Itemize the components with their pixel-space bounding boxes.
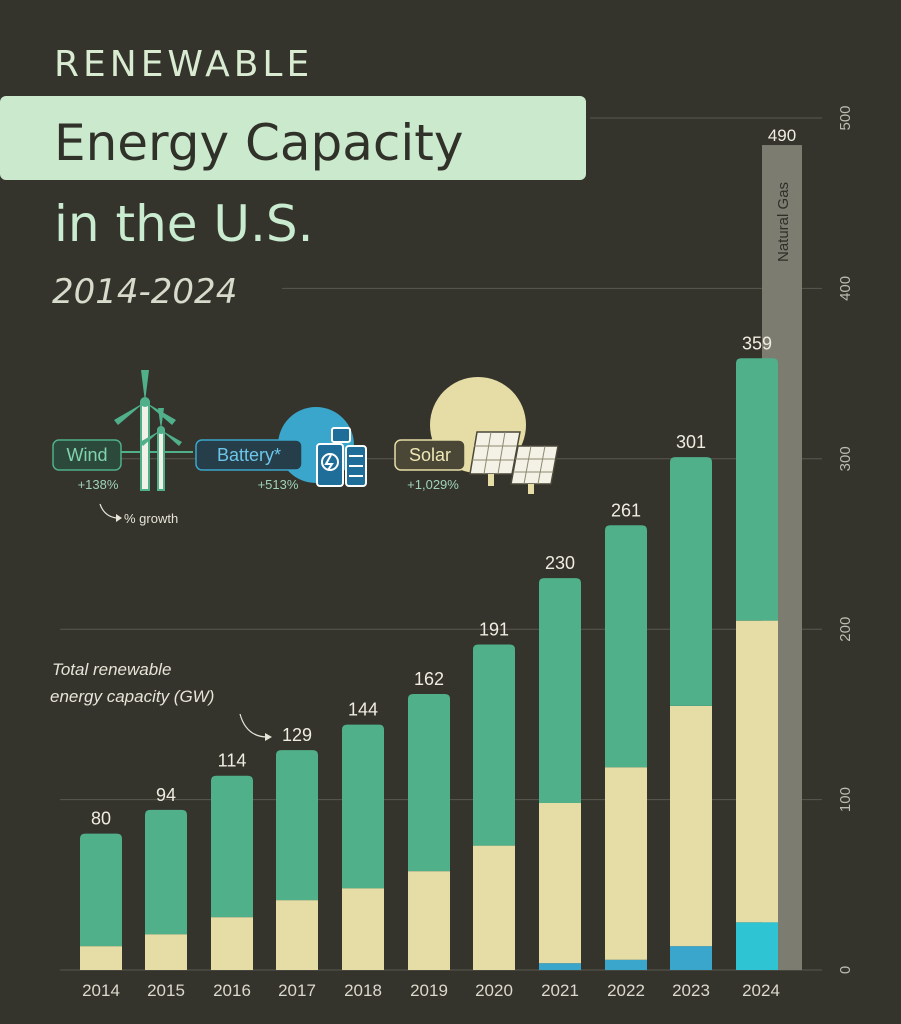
growth-note: % growth	[99, 503, 178, 526]
bar-segment-wind	[670, 457, 712, 706]
bar-2014	[80, 833, 122, 970]
bar-segment-solar	[408, 871, 450, 970]
total-label: 230	[545, 553, 575, 573]
bars	[80, 358, 778, 970]
annotation-line-1: Total renewable	[52, 660, 171, 679]
total-annotation: Total renewable energy capacity (GW)	[50, 660, 272, 741]
header: RENEWABLE Energy Capacity in the U.S. 20…	[0, 44, 586, 312]
x-tick-label: 2020	[475, 981, 513, 1000]
natural-gas-label: Natural Gas	[775, 182, 792, 262]
total-labels: 80 94 114 129 144 162 191 230 261 301 359	[91, 333, 772, 828]
total-label: 162	[414, 669, 444, 689]
legend-wind: Wind +138%	[52, 439, 122, 492]
total-label: 261	[611, 500, 641, 520]
y-tick-label: 400	[837, 276, 854, 301]
y-tick-label: 300	[837, 446, 854, 471]
annotation-arrow-icon	[239, 713, 267, 738]
total-label: 359	[742, 333, 772, 353]
x-tick-label: 2023	[672, 981, 710, 1000]
x-tick-label: 2015	[147, 981, 185, 1000]
bar-segment-solar	[605, 767, 647, 960]
natural-gas-value: 490	[768, 126, 796, 145]
bar-2019	[408, 693, 450, 970]
bar-segment-battery	[736, 922, 778, 970]
legend: Wind +138% Battery* +513% Solar +1,029% …	[52, 370, 559, 526]
bar-segment-battery	[670, 946, 712, 970]
bar-segment-solar	[539, 803, 581, 964]
bar-segment-solar	[211, 917, 253, 970]
x-tick-label: 2022	[607, 981, 645, 1000]
legend-battery-growth: +513%	[258, 477, 299, 492]
bar-segment-wind	[80, 833, 122, 947]
bar-2017	[276, 750, 318, 970]
x-tick-label: 2016	[213, 981, 251, 1000]
natural-gas-value-bg	[752, 123, 812, 146]
bar-segment-solar	[342, 888, 384, 970]
x-tick-label: 2019	[410, 981, 448, 1000]
bar-segment-wind	[145, 809, 187, 935]
bar-segment-solar	[670, 705, 712, 947]
bar-segment-solar	[80, 946, 122, 970]
x-axis-labels: 2014 2015 2016 2017 2018 2019 2020 2021 2022 2023…	[82, 981, 780, 1000]
bar-segment-solar	[473, 845, 515, 970]
x-tick-label: 2021	[541, 981, 579, 1000]
total-label: 80	[91, 809, 111, 829]
total-label: 129	[282, 725, 312, 745]
title-band	[0, 96, 586, 180]
x-tick-label: 2014	[82, 981, 120, 1000]
legend-solar: Solar +1,029%	[394, 439, 466, 492]
bar-segment-solar	[276, 900, 318, 970]
bar-segment-wind	[408, 693, 450, 872]
page-subtitle: in the U.S.	[54, 195, 314, 253]
bar-2023	[670, 457, 712, 970]
bar-segment-wind	[473, 644, 515, 846]
bar-segment-wind	[736, 358, 778, 621]
total-label: 301	[676, 432, 706, 452]
y-axis-ticks: 0 100 200 300 400 500	[837, 105, 854, 974]
y-tick-label: 200	[837, 617, 854, 642]
legend-wind-growth: +138%	[78, 477, 119, 492]
bar-2021	[539, 578, 581, 970]
y-tick-label: 500	[837, 105, 854, 130]
x-tick-label: 2024	[742, 981, 780, 1000]
annotation-line-2: energy capacity (GW)	[50, 687, 214, 706]
bar-segment-battery	[539, 963, 581, 970]
bar-2022	[605, 525, 647, 970]
header-kicker: RENEWABLE	[54, 44, 313, 85]
legend-solar-label: Solar	[409, 445, 451, 465]
year-range: 2014-2024	[52, 272, 237, 312]
legend-solar-growth: +1,029%	[407, 477, 459, 492]
total-label: 144	[348, 700, 378, 720]
legend-battery-label: Battery*	[217, 445, 281, 465]
legend-battery: Battery* +513%	[195, 439, 303, 492]
bar-segment-solar	[736, 620, 778, 923]
bar-segment-battery	[605, 959, 647, 970]
total-label: 114	[218, 751, 247, 771]
total-label: 191	[479, 620, 509, 640]
page-title: Energy Capacity	[54, 114, 463, 172]
legend-wind-label: Wind	[66, 445, 107, 465]
bar-segment-wind	[539, 578, 581, 804]
bar-segment-wind	[276, 750, 318, 901]
x-tick-label: 2018	[344, 981, 382, 1000]
bar-2015	[145, 809, 187, 970]
growth-note-arrow-icon	[99, 503, 117, 519]
wind-turbine-icon	[112, 370, 193, 491]
bar-2020	[473, 644, 515, 970]
bar-segment-wind	[342, 724, 384, 889]
x-tick-label: 2017	[278, 981, 316, 1000]
growth-note-text: % growth	[124, 511, 178, 526]
bar-2024	[736, 358, 778, 970]
y-tick-label: 100	[837, 787, 854, 812]
total-label: 94	[156, 785, 176, 805]
bar-segment-solar	[145, 934, 187, 970]
bar-segment-wind	[211, 775, 253, 918]
bar-2018	[342, 724, 384, 970]
y-tick-label: 0	[837, 966, 854, 974]
bar-2016	[211, 775, 253, 970]
bar-segment-wind	[605, 525, 647, 768]
